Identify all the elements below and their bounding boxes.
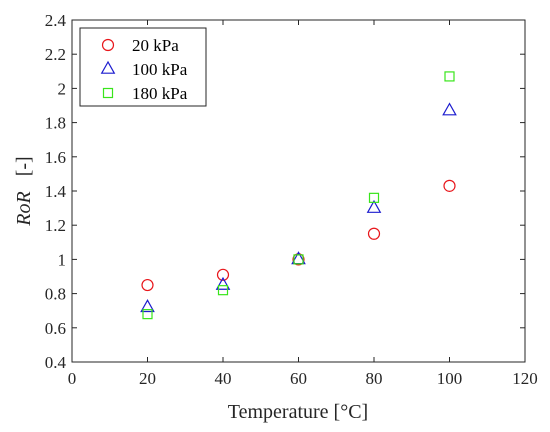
legend: 20 kPa 100 kPa 180 kPa: [79, 27, 207, 107]
y-tick-label: 1.6: [45, 148, 66, 167]
data-point-circle: [367, 227, 381, 240]
x-tick-label: 120: [512, 369, 538, 388]
y-axis-title: RoR [-]: [13, 156, 35, 226]
x-tick-labels: 0 20 40 60 80 100 120: [68, 369, 538, 388]
x-axis-title: Temperature [°C]: [228, 401, 368, 423]
data-point-square: [142, 309, 153, 320]
legend-marker-triangle: [100, 60, 116, 74]
legend-box: [79, 27, 207, 107]
data-point-triangle: [215, 276, 231, 290]
svg-text:RoR [-]: RoR [-]: [13, 156, 35, 226]
data-point-circle: [216, 268, 230, 281]
y-tick-label: 2.4: [45, 11, 67, 30]
data-point-circle: [443, 179, 456, 192]
axis-ticks: [71, 19, 526, 363]
x-tick-label: 0: [68, 369, 77, 388]
data-point-triangle: [442, 102, 457, 116]
legend-label: 100 kPa: [132, 60, 188, 79]
series-180-kpa: [142, 71, 455, 320]
data-points: [140, 71, 457, 320]
legend-marker-circle: [101, 38, 115, 52]
legend-items: 20 kPa 100 kPa 180 kPa: [100, 36, 188, 103]
y-tick-labels: 0.4 0.6 0.8 1 1.2 1.4 1.6 1.8 2 2.2 2.4: [45, 11, 67, 372]
x-tick-label: 80: [366, 369, 383, 388]
data-point-square: [217, 285, 229, 296]
data-point-triangle: [140, 299, 155, 313]
data-point-circle: [141, 278, 154, 292]
y-axis-title-unit: [-]: [13, 156, 35, 176]
x-tick-label: 40: [215, 369, 232, 388]
y-tick-label: 0.6: [45, 319, 66, 338]
data-point-square: [368, 192, 380, 203]
y-tick-label: 1: [58, 250, 67, 269]
data-point-triangle: [366, 199, 382, 213]
y-tick-label: 1.2: [45, 216, 66, 235]
y-tick-label: 0.4: [45, 353, 67, 372]
x-tick-label: 60: [290, 369, 307, 388]
y-tick-label: 1.8: [45, 114, 66, 133]
legend-item: 20 kPa: [101, 36, 179, 55]
legend-item: 180 kPa: [102, 84, 188, 103]
x-tick-label: 100: [437, 369, 463, 388]
y-tick-label: 1.4: [45, 182, 67, 201]
y-tick-label: 0.8: [45, 285, 66, 304]
legend-label: 20 kPa: [132, 36, 179, 55]
y-tick-label: 2: [58, 79, 67, 98]
data-point-square: [444, 71, 455, 82]
legend-item: 100 kPa: [100, 60, 188, 79]
x-tick-label: 20: [139, 369, 156, 388]
data-point-square: [293, 254, 304, 265]
data-point-circle: [292, 253, 305, 266]
y-tick-label: 2.2: [45, 45, 66, 64]
legend-label: 180 kPa: [132, 84, 188, 103]
y-axis-title-main: RoR: [13, 191, 35, 226]
series-20-kpa: [141, 179, 456, 292]
legend-marker-square: [102, 87, 114, 99]
